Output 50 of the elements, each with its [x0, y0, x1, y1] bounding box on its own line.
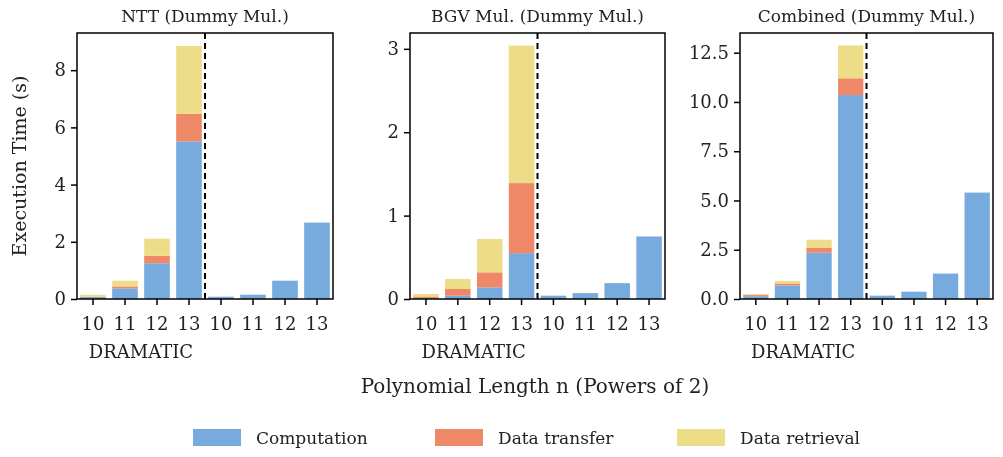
x-tick-label: 11: [446, 312, 470, 334]
y-tick-label: 2: [387, 121, 399, 143]
y-tick-label: 12.5: [688, 41, 729, 63]
x-tick-label: 10: [744, 312, 768, 334]
chart-title: Combined (Dummy Mul.): [757, 6, 976, 26]
y-tick-label: 0.0: [700, 288, 729, 310]
text: DRAMATIC: [421, 341, 526, 362]
x-tick-label: 11: [775, 312, 799, 334]
x-tick-label: 13: [839, 312, 863, 334]
y-tick-label: 6: [54, 116, 66, 138]
x-tick-label: 13: [637, 312, 661, 334]
x-tick-label: 12: [273, 312, 297, 334]
x-tick-label: 12: [934, 312, 958, 334]
y-axis-title: Execution Time (s): [8, 75, 30, 257]
text: DRAMATIC: [88, 341, 194, 362]
x-tick-label: 13: [305, 312, 329, 334]
x-tick-label: 10: [81, 312, 105, 334]
x-tick-label: 12: [807, 312, 831, 334]
y-tick-label: 2.5: [700, 239, 729, 260]
y-tick-label: 7.5: [700, 140, 729, 162]
y-tick-label: 3: [387, 38, 399, 60]
legend-label: Computation: [256, 428, 368, 448]
x-tick-label: 13: [965, 312, 989, 334]
x-tick-label: 13: [177, 312, 201, 334]
x-tick-label: 10: [209, 312, 233, 334]
x-axis-title: Polynomial Length n (Powers of 2): [360, 374, 710, 398]
x-tick-label: 10: [870, 312, 894, 334]
x-tick-label: 12: [145, 312, 169, 334]
x-tick-label: 12: [478, 312, 502, 334]
y-tick-label: 8: [54, 59, 66, 81]
legend-label: Data retrieval: [740, 428, 860, 448]
text: DRAMATIC: [751, 341, 856, 362]
y-tick-label: 0: [387, 288, 399, 310]
x-tick-label: 11: [113, 312, 137, 334]
x-tick-label: 12: [605, 312, 629, 334]
y-tick-label: 0: [54, 288, 66, 310]
y-tick-label: 10.0: [688, 91, 729, 113]
y-tick-label: 4: [54, 173, 66, 195]
legend-label: Data transfer: [498, 428, 615, 448]
x-tick-label: 11: [902, 312, 926, 334]
y-tick-label: 1: [387, 204, 399, 226]
x-tick-label: 10: [414, 312, 438, 334]
x-tick-label: 11: [573, 312, 597, 334]
x-tick-label: 13: [510, 312, 534, 334]
chart-title: BGV Mul. (Dummy Mul.): [431, 6, 644, 26]
y-tick-label: 5.0: [700, 189, 729, 211]
x-tick-label: 10: [541, 312, 565, 334]
chart-title: NTT (Dummy Mul.): [121, 6, 289, 26]
x-tick-label: 11: [241, 312, 265, 334]
y-tick-label: 2: [54, 231, 66, 253]
